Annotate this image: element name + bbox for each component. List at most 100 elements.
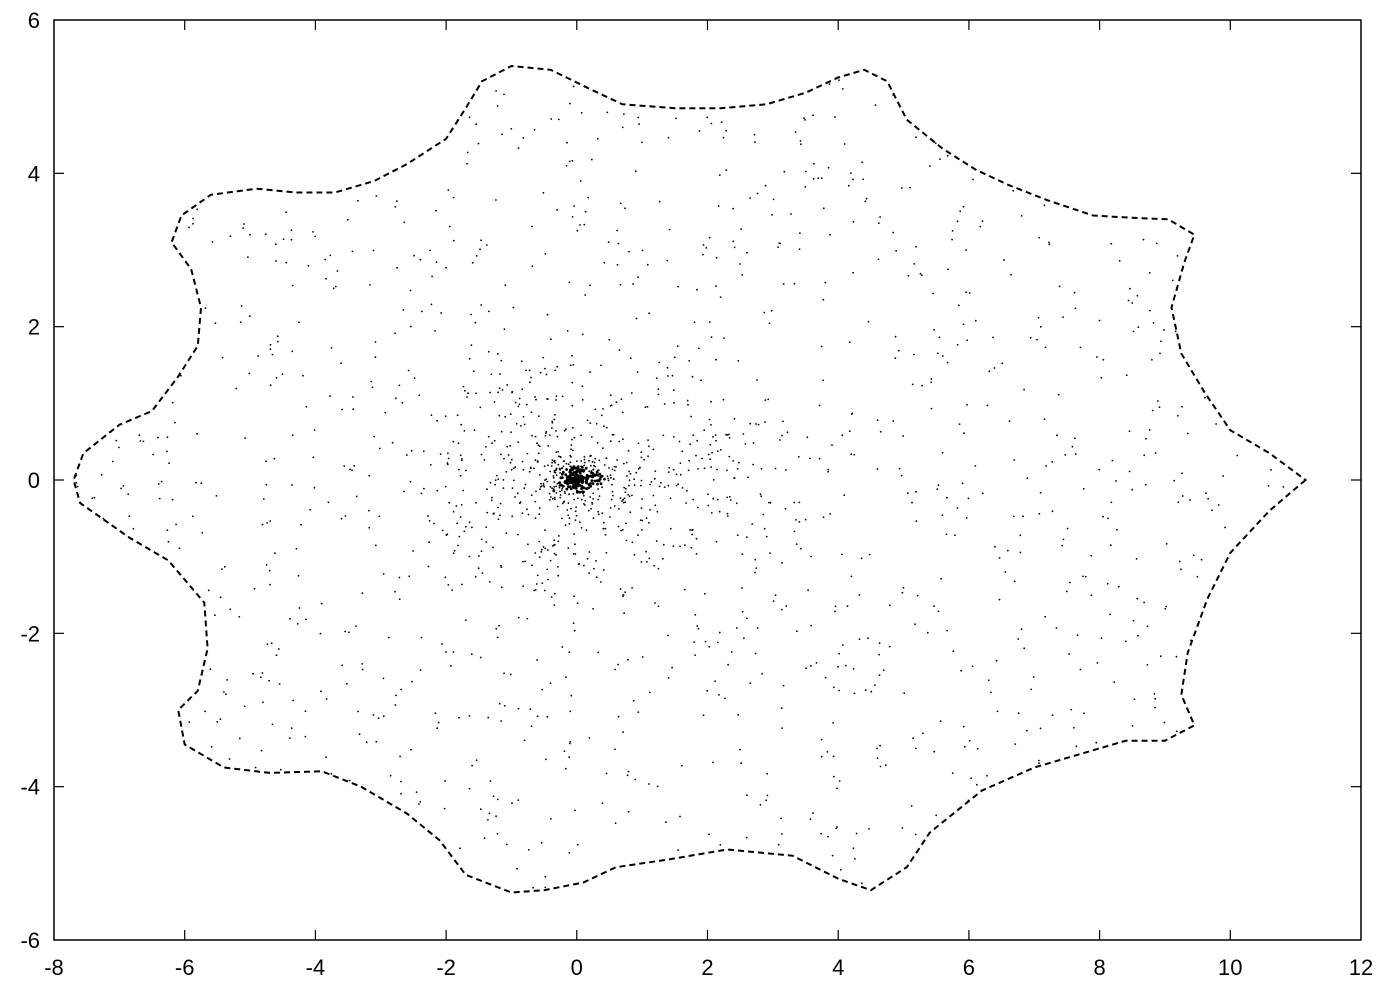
sample-point [589, 371, 591, 374]
sample-point [582, 494, 585, 497]
sample-point [556, 365, 559, 368]
sample-point [576, 602, 579, 605]
sample-point [584, 210, 587, 213]
y-tick-label: 0 [28, 468, 40, 493]
sample-point [561, 646, 564, 648]
sample-point [888, 645, 891, 648]
sample-point [553, 539, 556, 542]
sample-point [76, 485, 79, 488]
sample-point [615, 401, 618, 404]
sample-point [345, 682, 348, 685]
sample-point [623, 497, 626, 500]
sample-point [470, 344, 473, 347]
sample-point [580, 465, 582, 468]
sample-point [351, 469, 353, 472]
sample-point [662, 434, 665, 437]
sample-point [549, 496, 552, 498]
sample-point [841, 553, 843, 556]
sample-point [766, 794, 769, 797]
sample-point [579, 479, 583, 483]
sample-point [708, 321, 711, 323]
sample-point [551, 497, 554, 500]
sample-point [499, 502, 502, 505]
sample-point [561, 517, 563, 520]
sample-point [710, 512, 713, 514]
sample-point [1180, 568, 1182, 571]
sample-point [749, 422, 752, 425]
sample-point [710, 336, 713, 339]
axis-ticks [54, 20, 1361, 940]
sample-point [946, 496, 948, 499]
sample-point [580, 490, 584, 494]
sample-point [296, 623, 299, 625]
sample-point [253, 587, 256, 590]
sample-point [605, 772, 608, 775]
sample-point [990, 691, 992, 694]
sample-point [591, 482, 595, 486]
sample-point [583, 464, 586, 467]
sample-point [799, 232, 801, 235]
sample-point [703, 429, 706, 432]
y-tick-label: 2 [28, 315, 40, 340]
sample-point [708, 833, 710, 836]
sample-point [649, 509, 651, 511]
sample-point [542, 546, 545, 548]
sample-point [722, 398, 725, 401]
sample-point [572, 364, 575, 366]
sample-point [992, 336, 994, 339]
sample-point [289, 617, 291, 620]
sample-point [309, 508, 311, 511]
sample-point [1157, 400, 1159, 402]
sample-point [1133, 698, 1136, 701]
sample-point [781, 833, 783, 835]
sample-point [307, 264, 310, 267]
sample-point [622, 462, 625, 465]
sample-point [499, 373, 501, 375]
sample-point [820, 832, 823, 835]
sample-point [204, 710, 206, 713]
sample-point [297, 574, 300, 577]
sample-point [726, 515, 729, 517]
sample-point [930, 407, 933, 410]
sample-point [524, 560, 526, 563]
sample-point [827, 166, 830, 169]
sample-point [325, 756, 327, 759]
sample-point [633, 553, 636, 556]
sample-point [550, 338, 552, 341]
sample-point [262, 498, 265, 500]
sample-point [1128, 430, 1131, 432]
sample-point [812, 114, 814, 117]
sample-point [621, 126, 624, 129]
sample-point [1096, 662, 1099, 664]
sample-point [756, 379, 758, 381]
sample-point [555, 395, 558, 397]
sample-point [879, 216, 881, 218]
sample-point [820, 755, 823, 758]
interior-points [75, 79, 1285, 889]
sample-point [511, 487, 514, 489]
sample-point [707, 453, 710, 456]
sample-point [539, 486, 542, 488]
sample-point [394, 332, 396, 335]
sample-point [730, 651, 733, 653]
sample-point [852, 178, 854, 181]
sample-point [274, 243, 277, 246]
sample-point [590, 158, 593, 161]
sample-point [634, 170, 637, 173]
sample-point [494, 483, 496, 486]
sample-point [1131, 725, 1134, 727]
sample-point [567, 479, 571, 483]
sample-point [633, 478, 635, 481]
sample-point [552, 488, 555, 490]
sample-point [559, 490, 561, 493]
sample-point [986, 404, 989, 407]
sample-point [826, 751, 829, 753]
sample-point [480, 453, 483, 456]
sample-point [504, 284, 507, 287]
sample-point [712, 761, 714, 764]
sample-point [324, 258, 327, 261]
sample-point [571, 381, 574, 384]
sample-point [778, 242, 781, 245]
sample-point [452, 239, 455, 242]
sample-point [495, 474, 498, 477]
